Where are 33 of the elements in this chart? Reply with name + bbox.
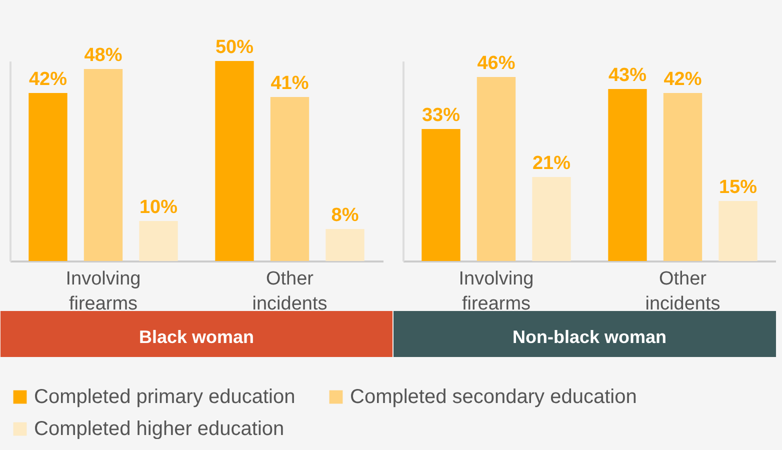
data-label: 41% bbox=[270, 73, 309, 94]
x-tick-label: Involving firearms bbox=[66, 268, 141, 314]
data-label: 33% bbox=[422, 105, 460, 126]
bar bbox=[139, 221, 178, 261]
bar bbox=[532, 177, 571, 261]
data-label: 8% bbox=[331, 205, 359, 226]
data-label: 46% bbox=[477, 53, 516, 74]
bar bbox=[663, 93, 702, 261]
bar bbox=[215, 61, 254, 261]
bar bbox=[422, 129, 460, 261]
bar bbox=[326, 229, 364, 261]
data-label: 42% bbox=[28, 69, 68, 90]
legend-label: Completed higher education bbox=[34, 418, 284, 440]
x-tick-label: Involving firearms bbox=[458, 268, 534, 314]
bar bbox=[28, 93, 68, 261]
bar bbox=[84, 69, 123, 261]
legend-label: Completed secondary education bbox=[350, 386, 637, 408]
bar bbox=[270, 97, 310, 261]
bar bbox=[718, 201, 758, 261]
x-tick-label: Other incidents bbox=[645, 268, 720, 314]
x-tick-label: Other incidents bbox=[252, 268, 328, 314]
data-label: 48% bbox=[84, 45, 122, 66]
data-label: 42% bbox=[664, 69, 702, 90]
text: Black woman bbox=[138, 327, 254, 347]
bar bbox=[476, 77, 516, 261]
legend-label: Completed primary education bbox=[34, 386, 296, 408]
data-label: 10% bbox=[139, 197, 178, 218]
bar bbox=[608, 89, 647, 261]
data-label: 21% bbox=[532, 153, 571, 174]
text: Non-black woman bbox=[512, 327, 667, 347]
data-label: 43% bbox=[608, 65, 647, 86]
data-label: 15% bbox=[718, 177, 758, 198]
data-label: 50% bbox=[215, 37, 254, 58]
